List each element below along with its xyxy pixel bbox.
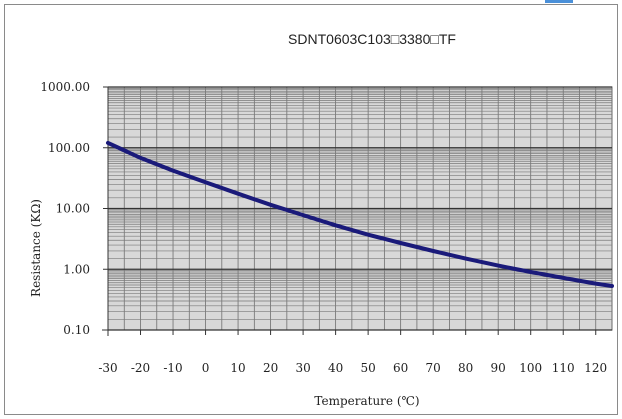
x-tick-label: -20 xyxy=(131,361,150,375)
x-tick-label: 120 xyxy=(584,361,607,375)
x-axis-title: Temperature (℃) xyxy=(314,394,419,408)
x-tick-label: -30 xyxy=(98,361,117,375)
x-tick-label: 90 xyxy=(491,361,506,375)
x-tick-label: 100 xyxy=(519,361,542,375)
x-tick-label: 110 xyxy=(552,361,575,375)
corner-mark xyxy=(545,0,573,3)
y-tick-label: 10.00 xyxy=(56,202,90,216)
y-tick-label: 1.00 xyxy=(63,262,90,276)
series-line xyxy=(106,140,614,288)
x-tick-label: 80 xyxy=(458,361,473,375)
y-axis-title: Resistance (KΩ) xyxy=(29,199,43,297)
x-tick-label: 30 xyxy=(295,361,310,375)
y-tick-label: 100.00 xyxy=(48,141,90,155)
x-tick-label: 0 xyxy=(202,361,210,375)
x-tick-label: 60 xyxy=(393,361,408,375)
series-layer xyxy=(106,140,614,288)
x-tick-label: -10 xyxy=(163,361,182,375)
y-tick-label: 0.10 xyxy=(63,323,90,337)
x-tick-label: 10 xyxy=(230,361,245,375)
x-tick-label: 50 xyxy=(360,361,375,375)
chart-title: SDNT0603C103□3380□TF xyxy=(288,31,456,47)
y-axis-ticks: 0.10 1.00 10.00 100.00 1000.00 xyxy=(40,80,108,337)
x-tick-label: 20 xyxy=(263,361,278,375)
x-tick-label: 70 xyxy=(426,361,441,375)
x-axis-ticks: -30 -20 -10 0 10 20 30 40 50 60 70 80 90 100 110 120 xyxy=(98,330,607,375)
x-tick-label: 40 xyxy=(328,361,343,375)
grid xyxy=(102,86,613,336)
y-tick-label: 1000.00 xyxy=(40,80,90,94)
